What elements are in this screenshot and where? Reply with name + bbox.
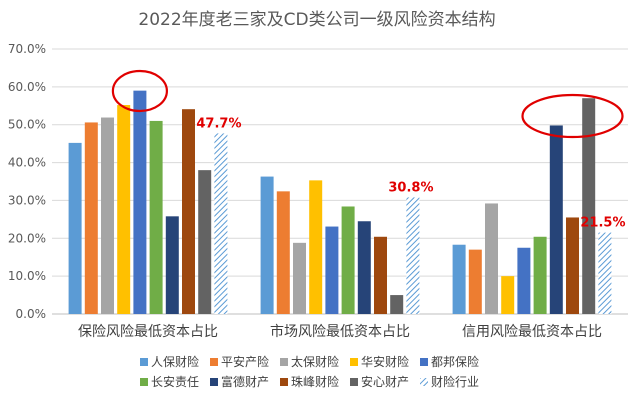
bar-长安责任 [149,120,163,314]
bar-长安责任 [533,236,547,314]
value-annotation: 30.8% [388,180,433,195]
bar-平安产险 [84,122,98,314]
chart-title: 2022年度老三家及CD类公司一级风险资本结构 [138,10,495,30]
highlight-circle [521,93,624,139]
legend-label: 人保财险 [151,354,199,369]
legend-swatch [140,378,148,386]
legend-label: 华安财险 [361,354,409,369]
bar-安心财产 [390,295,404,314]
bar-都邦保险 [325,226,339,314]
legend-swatch [420,358,428,366]
legend-label: 富德财产 [221,374,269,389]
bar-华安财险 [309,180,323,314]
bar-都邦保险 [517,247,531,314]
bar-安心财产 [582,98,596,314]
legend-label: 财险行业 [431,374,479,389]
bar-太保财险 [293,242,306,314]
x-category-label: 保险风险最低资本占比 [78,324,218,340]
bar-珠峰财险 [182,109,195,314]
bar-富德财产 [357,221,371,314]
x-category-label: 市场风险最低资本占比 [270,323,410,340]
y-tick-label: 20.0% [8,231,46,245]
x-category-label: 信用风险最低资本占比 [462,324,602,340]
legend-swatch [350,378,358,386]
bar-珠峰财险 [566,217,579,314]
bar-平安产险 [468,249,482,314]
y-tick-label: 0.0% [16,307,47,321]
y-axis-ticks: 0.0% 10.0% 20.0% 30.0% 40.0% 50.0% 60.0% 70.0% [8,42,46,321]
gridlines [52,48,628,315]
bar-财险行业 [598,232,612,314]
bar-平安产险 [276,191,290,314]
y-tick-label: 60.0% [8,80,46,94]
legend-swatch [420,378,428,386]
legend-swatch [210,358,218,366]
highlight-circle [111,69,168,113]
legend-swatch [210,378,218,386]
bar-人保财险 [260,176,274,314]
legend-swatch [280,378,288,386]
bar-富德财产 [549,125,563,314]
legend-swatch [280,358,288,366]
bar-华安财险 [117,105,131,315]
x-axis-labels: 保险风险最低资本占比 市场风险最低资本占比 信用风险最低资本占比 [78,323,602,340]
value-annotation: 47.7% [196,116,241,131]
bar-富德财产 [165,216,179,314]
bar-长安责任 [341,206,355,314]
legend-label: 安心财产 [361,374,409,389]
bar-都邦保险 [133,90,147,315]
legend-label: 太保财险 [291,354,339,369]
y-tick-label: 70.0% [8,42,46,56]
bar-人保财险 [452,244,466,314]
y-tick-label: 40.0% [8,156,46,170]
value-annotation: 21.5% [580,216,625,231]
bar-太保财险 [485,203,498,314]
bar-财险行业 [214,133,228,314]
bar-财险行业 [406,197,420,314]
bar-太保财险 [101,117,114,315]
legend-label: 长安责任 [151,374,199,389]
legend-swatch [350,358,358,366]
annotations: 47.7% 30.8% 21.5% [111,69,626,231]
bars [68,90,612,315]
legend-swatch [140,358,148,366]
legend-label: 都邦保险 [431,354,479,369]
bar-安心财产 [198,170,212,314]
bar-人保财险 [68,142,82,314]
y-tick-label: 10.0% [8,269,46,283]
y-tick-label: 50.0% [8,118,46,132]
bar-珠峰财险 [374,236,387,314]
bar-华安财险 [501,276,515,314]
y-tick-label: 30.0% [8,193,46,207]
legend-label: 平安产险 [221,354,269,369]
legend-label: 珠峰财险 [291,374,339,389]
